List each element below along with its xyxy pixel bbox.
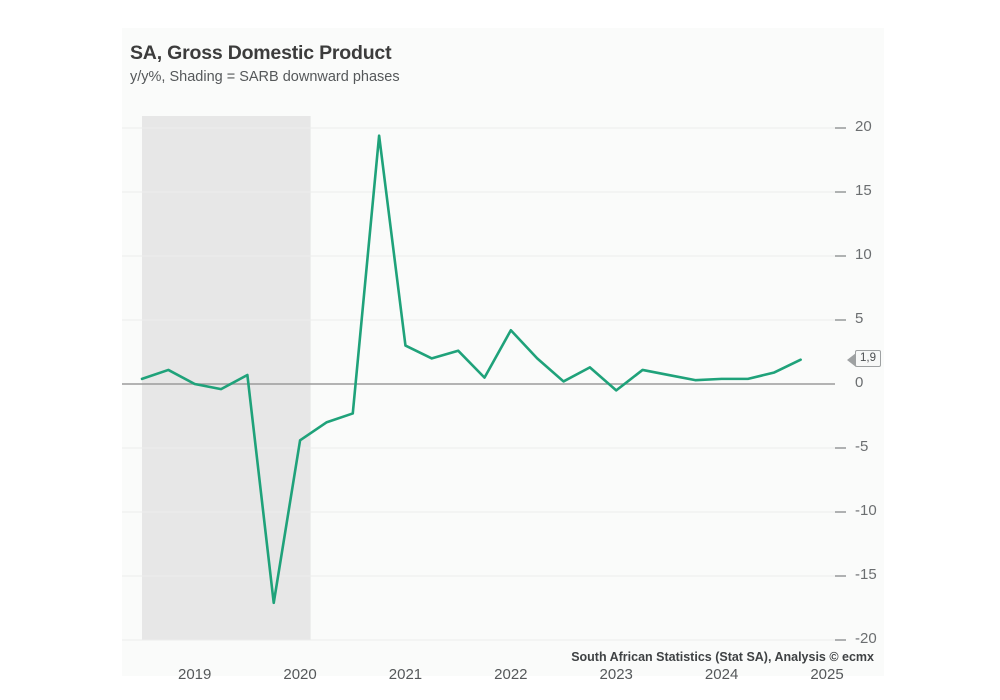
y-axis-tick-label: -20: [855, 630, 877, 647]
plot-area: [122, 72, 884, 642]
chart-canvas: [122, 116, 846, 641]
callout-arrow-icon: [847, 352, 856, 367]
x-axis-tick-label: 2023: [599, 666, 633, 683]
y-axis-tick-label: 15: [855, 182, 872, 199]
chart-subtitle: y/y%, Shading = SARB downward phases: [130, 69, 400, 85]
y-axis-tick-label: -10: [855, 502, 877, 519]
y-axis-tick-label: 20: [855, 118, 872, 135]
y-axis-tick-label: 0: [855, 374, 864, 391]
x-axis-tick-label: 2024: [704, 666, 739, 683]
shaded-downward-phase: [142, 116, 311, 640]
last-value-callout: 1,9: [855, 349, 881, 367]
y-axis-tick-label: 10: [855, 246, 872, 263]
x-axis-tick-label: 2021: [388, 666, 423, 683]
x-axis-tick-label: 2019: [178, 666, 212, 683]
x-axis-tick-label: 2022: [494, 666, 528, 683]
chart-title: SA, Gross Domestic Product: [130, 42, 392, 64]
y-axis-tick-label: 5: [855, 310, 864, 327]
x-axis-tick-label: 2025: [810, 666, 844, 683]
x-axis-tick-label: 2020: [283, 666, 317, 683]
chart-card: SA, Gross Domestic Product y/y%, Shading…: [122, 28, 884, 683]
y-axis-tick-label: -15: [855, 566, 877, 583]
y-axis-tick-label: -5: [855, 438, 869, 455]
chart-source-note: South African Statistics (Stat SA), Anal…: [571, 650, 874, 664]
data-series-line-0: [140, 134, 802, 605]
